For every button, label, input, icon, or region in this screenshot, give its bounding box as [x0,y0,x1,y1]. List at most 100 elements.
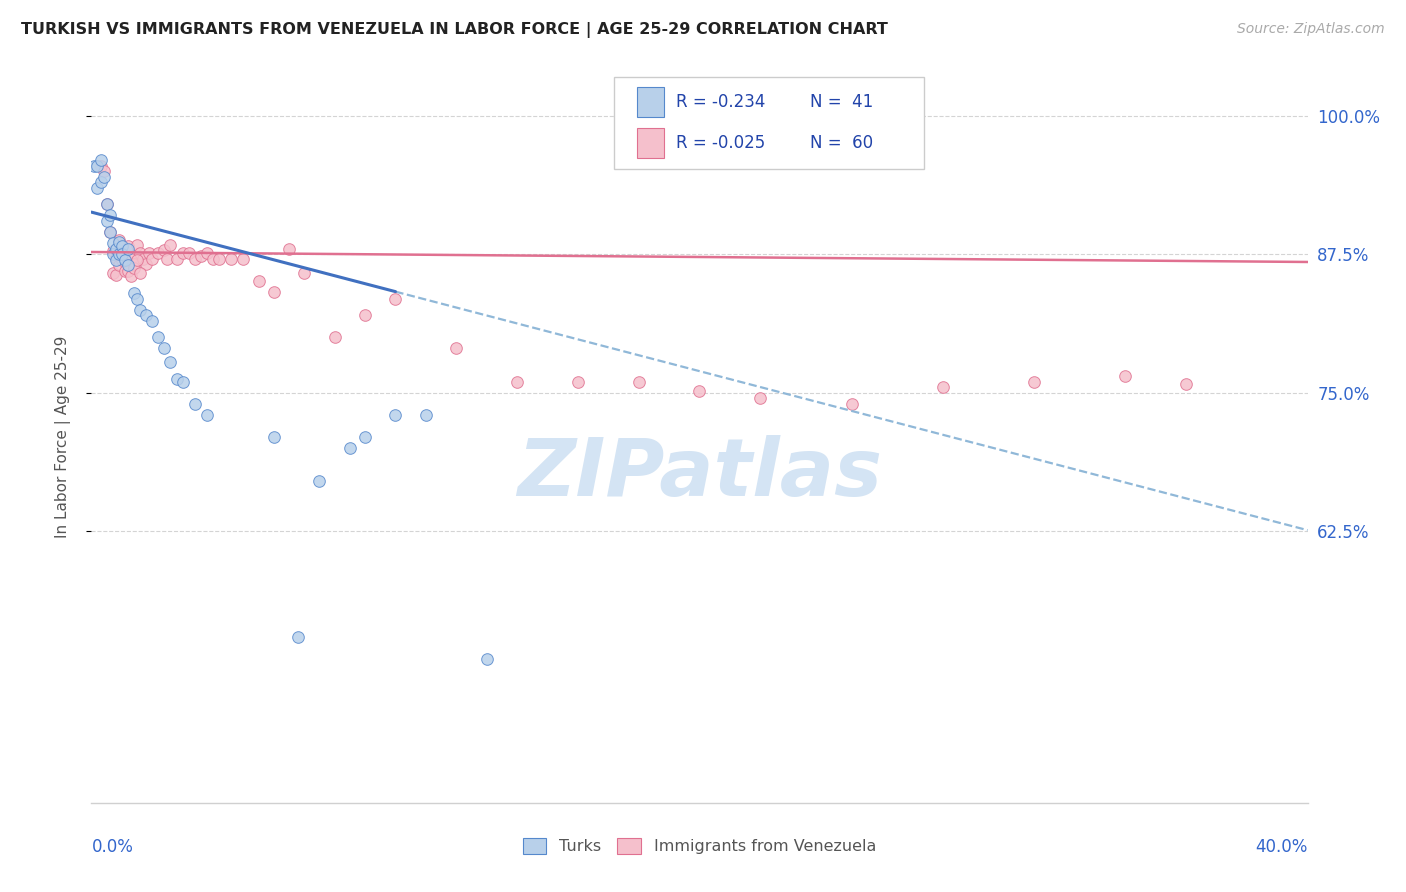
Point [444,342,467,356]
Point [354,308,377,322]
Point [125,252,148,267]
Point [841,397,863,411]
Point [129,266,152,280]
Point [475,651,498,665]
Point [114,252,136,266]
Point [141,314,163,328]
Point [354,430,377,444]
Point [627,375,650,389]
Point [117,258,139,272]
Text: Source: ZipAtlas.com: Source: ZipAtlas.com [1237,22,1385,37]
Point [111,247,134,261]
Point [135,257,157,271]
Point [104,242,127,256]
Point [89,153,111,167]
Point [278,242,301,256]
Point [148,246,170,260]
Point [159,355,181,369]
Point [156,252,179,266]
Point [148,330,170,344]
Text: R = -0.234: R = -0.234 [676,93,766,111]
Point [89,175,111,189]
Point [125,238,148,252]
Point [117,242,139,256]
Point [107,258,129,272]
Point [195,246,218,260]
Point [104,268,127,283]
Point [96,214,118,228]
Point [506,375,529,389]
Point [114,264,136,278]
Point [308,475,330,489]
Point [138,246,160,260]
Y-axis label: In Labor Force | Age 25-29: In Labor Force | Age 25-29 [55,336,70,538]
FancyBboxPatch shape [637,87,664,117]
Point [195,408,218,422]
Point [101,244,124,258]
Point [96,197,118,211]
Point [111,239,134,253]
Point [122,260,145,275]
Point [1022,375,1045,389]
Point [125,292,148,306]
Point [339,441,361,455]
Point [323,330,346,344]
Point [117,239,139,253]
Point [117,264,139,278]
Text: R = -0.025: R = -0.025 [676,134,766,152]
Point [247,274,270,288]
Point [98,209,121,223]
Point [93,169,115,184]
Point [86,159,108,173]
Point [219,252,242,266]
Point [153,243,176,257]
Point [122,257,145,271]
Point [190,249,212,263]
Point [86,180,108,194]
Text: 40.0%: 40.0% [1256,838,1308,856]
Point [384,292,406,306]
Text: N =  41: N = 41 [810,93,873,111]
Point [263,430,285,444]
Point [159,238,181,252]
Point [93,164,115,178]
Point [89,159,111,173]
Point [1114,369,1136,384]
Point [263,285,285,299]
Point [120,269,142,284]
Point [104,252,127,267]
Point [931,380,953,394]
Point [107,235,129,249]
Point [129,246,152,260]
Point [122,285,145,300]
Point [83,159,105,173]
Point [98,225,121,239]
Point [166,372,188,386]
Point [98,225,121,239]
Point [101,266,124,280]
Point [120,252,142,266]
Point [114,252,136,267]
Point [749,392,772,406]
Point [567,375,589,389]
Point [208,252,231,266]
Point [96,197,118,211]
Point [688,384,710,398]
FancyBboxPatch shape [614,78,925,169]
Point [177,246,200,260]
Point [232,252,254,266]
Point [415,408,437,422]
Point [184,397,207,411]
Point [287,630,309,644]
Text: ZIPatlas: ZIPatlas [517,434,882,513]
Point [184,252,207,266]
Point [132,252,155,266]
Text: TURKISH VS IMMIGRANTS FROM VENEZUELA IN LABOR FORCE | AGE 25-29 CORRELATION CHAR: TURKISH VS IMMIGRANTS FROM VENEZUELA IN … [21,22,889,38]
Point [111,246,134,260]
Point [107,247,129,261]
Point [111,252,134,267]
Legend: Turks, Immigrants from Venezuela: Turks, Immigrants from Venezuela [516,831,883,861]
Point [172,375,194,389]
Point [101,236,124,251]
Point [1174,376,1197,391]
